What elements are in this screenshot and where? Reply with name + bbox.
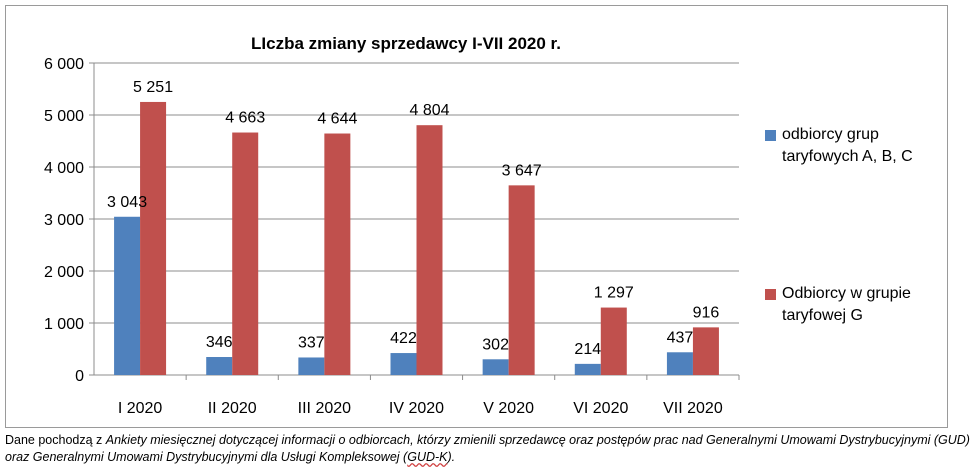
- chart-title: LIczba zmiany sprzedawcy I-VII 2020 r.: [251, 34, 561, 53]
- y-tick-label: 2 000: [44, 264, 84, 281]
- footnote-suffix: ).: [447, 450, 456, 464]
- y-tick-label: 6 000: [44, 56, 84, 73]
- axes: 0 1 000 2 000 3 000 4 000 5 000 6 000 I 2020 II …: [44, 56, 740, 417]
- data-label-series-1: 3 043: [107, 194, 147, 211]
- bar-series-1: [390, 353, 417, 375]
- bar-series-1: [482, 359, 509, 375]
- data-label-series-1: 346: [206, 334, 233, 351]
- footnote-source-title: Ankiety miesięcznej dotyczącej informacj…: [5, 433, 970, 464]
- footnote-abbreviation: GUD-K: [407, 450, 448, 464]
- bar-series-2: [692, 327, 719, 375]
- bar-series-1: [574, 363, 601, 375]
- legend-swatch-series-1: [765, 130, 776, 141]
- x-tick-label: II 2020: [208, 400, 257, 417]
- data-labels: 3 043 5 251 346 4 663 337 4 644 422 4 804 302 3 6…: [107, 79, 719, 358]
- y-tick-label: 4 000: [44, 160, 84, 177]
- bar-series-2: [416, 125, 443, 375]
- data-label-series-1: 337: [298, 334, 325, 351]
- x-tick-label: III 2020: [298, 400, 351, 417]
- y-tick-label: 0: [75, 368, 84, 385]
- y-tick-label: 3 000: [44, 212, 84, 229]
- bars: [114, 101, 719, 375]
- bar-series-2: [508, 185, 535, 375]
- x-tick-label: V 2020: [483, 400, 534, 417]
- data-label-series-2: 3 647: [502, 162, 542, 179]
- data-label-series-2: 1 297: [594, 285, 634, 302]
- bar-chart: LIczba zmiany sprzedawcy I-VII 2020 r. 0…: [44, 34, 740, 417]
- x-tick-label: I 2020: [118, 400, 163, 417]
- legend-swatch-series-2: [765, 289, 776, 300]
- data-label-series-1: 214: [574, 341, 601, 358]
- source-footnote: Dane pochodzą z Ankiety miesięcznej doty…: [5, 432, 970, 466]
- y-tick-label: 1 000: [44, 316, 84, 333]
- chart-frame: LIczba zmiany sprzedawcy I-VII 2020 r. 0…: [5, 5, 948, 428]
- bar-series-1: [206, 357, 233, 375]
- bar-series-2: [232, 132, 259, 375]
- legend-item-series-1: odbiorcy grup taryfowych A, B, C: [765, 124, 950, 168]
- bar-series-1: [114, 216, 141, 375]
- data-label-series-2: 4 644: [317, 111, 357, 128]
- data-label-series-1: 422: [390, 330, 417, 347]
- legend-label-series-2: Odbiorcy w grupie taryfowej G: [782, 285, 911, 324]
- bar-series-2: [324, 133, 351, 375]
- legend-label-series-1: odbiorcy grup taryfowych A, B, C: [782, 126, 913, 165]
- data-label-series-2: 916: [693, 304, 720, 321]
- data-label-series-1: 437: [667, 329, 694, 346]
- x-tick-label: IV 2020: [389, 400, 444, 417]
- footnote-prefix: Dane pochodzą z: [5, 433, 106, 447]
- data-label-series-2: 4 663: [225, 110, 265, 127]
- data-label-series-2: 5 251: [133, 79, 173, 96]
- bar-series-2: [600, 307, 627, 375]
- bar-series-1: [298, 357, 325, 375]
- bar-series-2: [140, 101, 167, 375]
- data-label-series-2: 4 804: [409, 102, 449, 119]
- legend-item-series-2: Odbiorcy w grupie taryfowej G: [765, 283, 950, 327]
- bar-series-1: [666, 352, 693, 375]
- y-tick-label: 5 000: [44, 108, 84, 125]
- data-label-series-1: 302: [482, 336, 509, 353]
- x-tick-label: VII 2020: [663, 400, 723, 417]
- x-tick-label: VI 2020: [573, 400, 628, 417]
